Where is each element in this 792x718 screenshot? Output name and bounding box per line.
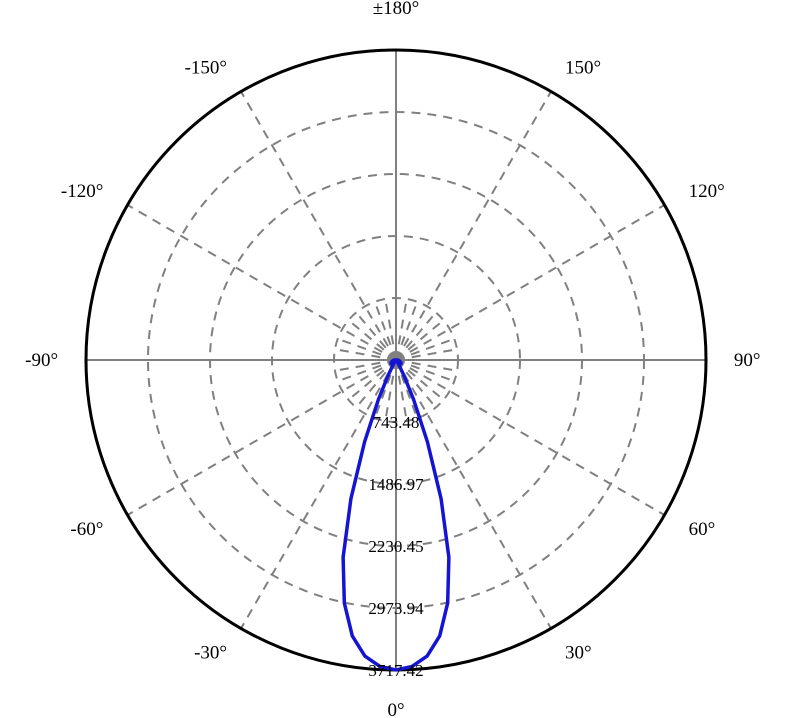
angle-label: 0° <box>387 700 404 718</box>
radial-tick-label: 1486.97 <box>368 475 424 494</box>
radial-tick-label: 2230.45 <box>368 537 423 556</box>
radial-tick-label: 2973.94 <box>368 599 424 618</box>
polar-chart: ±180° 150° 120° 90° 60° 30° 0° -30° -60° -90° -120… <box>0 0 792 718</box>
angle-label: -30° <box>194 643 227 664</box>
angle-label: ±180° <box>373 0 420 19</box>
radial-tick-label: 743.48 <box>373 413 420 432</box>
angle-label: 150° <box>565 57 601 78</box>
angle-label: 60° <box>689 519 716 540</box>
angle-label: 90° <box>734 350 761 371</box>
angle-label: 30° <box>565 643 592 664</box>
angle-label: -90° <box>25 350 58 371</box>
angle-label: 120° <box>689 181 725 202</box>
angle-label: -120° <box>61 181 103 202</box>
radial-tick-label: 3717.42 <box>368 661 423 680</box>
angle-label: -60° <box>70 519 103 540</box>
angle-label: -150° <box>185 57 227 78</box>
